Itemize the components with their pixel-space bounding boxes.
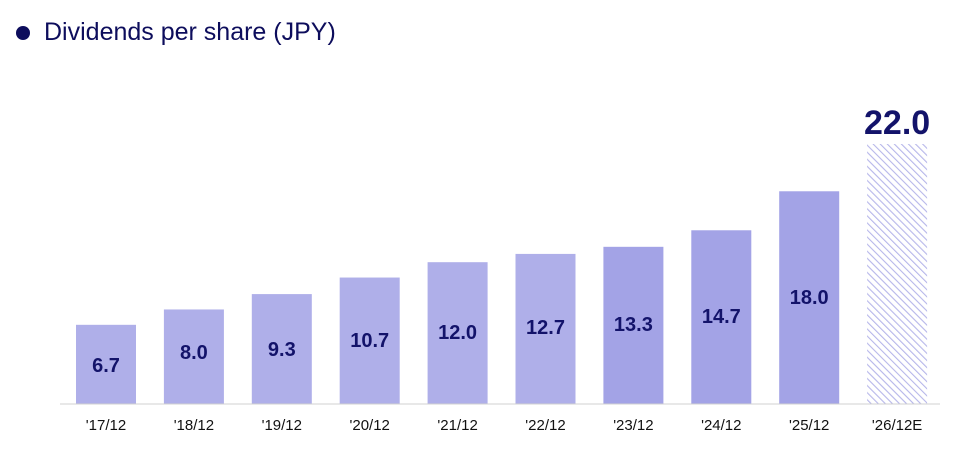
data-label: 10.7 <box>350 330 389 352</box>
data-label: 6.7 <box>92 355 120 377</box>
x-tick-label: '20/12 <box>349 417 389 434</box>
bars-group: 6.7 8.0 9.3 10.7 12.0 12.7 13.3 14.7 18.0 22.0 <box>76 104 930 404</box>
x-tick-label: '17/12 <box>86 417 126 434</box>
bar <box>515 253 576 404</box>
bar-estimate <box>867 144 928 404</box>
bar <box>163 309 224 404</box>
x-tick-label: '24/12 <box>701 417 741 434</box>
data-label: 13.3 <box>614 314 653 336</box>
x-tick-labels: '17/12 '18/12 '19/12 '20/12 '21/12 '22/12 '23/… <box>86 417 923 434</box>
x-tick-label: '19/12 <box>262 417 302 434</box>
x-tick-label: '21/12 <box>437 417 477 434</box>
bar <box>779 191 840 404</box>
x-tick-label: '25/12 <box>789 417 829 434</box>
chart-legend: Dividends per share (JPY) <box>16 18 336 47</box>
data-label: 9.3 <box>268 339 296 361</box>
data-label-estimate: 22.0 <box>864 104 930 142</box>
bar <box>76 324 136 404</box>
chart-title: Dividends per share (JPY) <box>44 18 336 46</box>
x-tick-label: '26/12E <box>872 417 922 434</box>
bar <box>603 246 664 404</box>
data-label: 18.0 <box>790 287 829 309</box>
legend-bullet-icon <box>16 25 30 40</box>
data-label: 12.7 <box>526 317 565 339</box>
data-label: 8.0 <box>180 342 208 364</box>
data-label: 12.0 <box>438 322 477 344</box>
bar <box>251 294 312 404</box>
x-tick-label: '23/12 <box>613 417 653 434</box>
x-tick-label: '18/12 <box>174 417 214 434</box>
bar <box>427 262 488 404</box>
bar <box>339 277 400 404</box>
bar <box>691 230 752 404</box>
data-label: 14.7 <box>702 306 741 328</box>
x-tick-label: '22/12 <box>525 417 565 434</box>
